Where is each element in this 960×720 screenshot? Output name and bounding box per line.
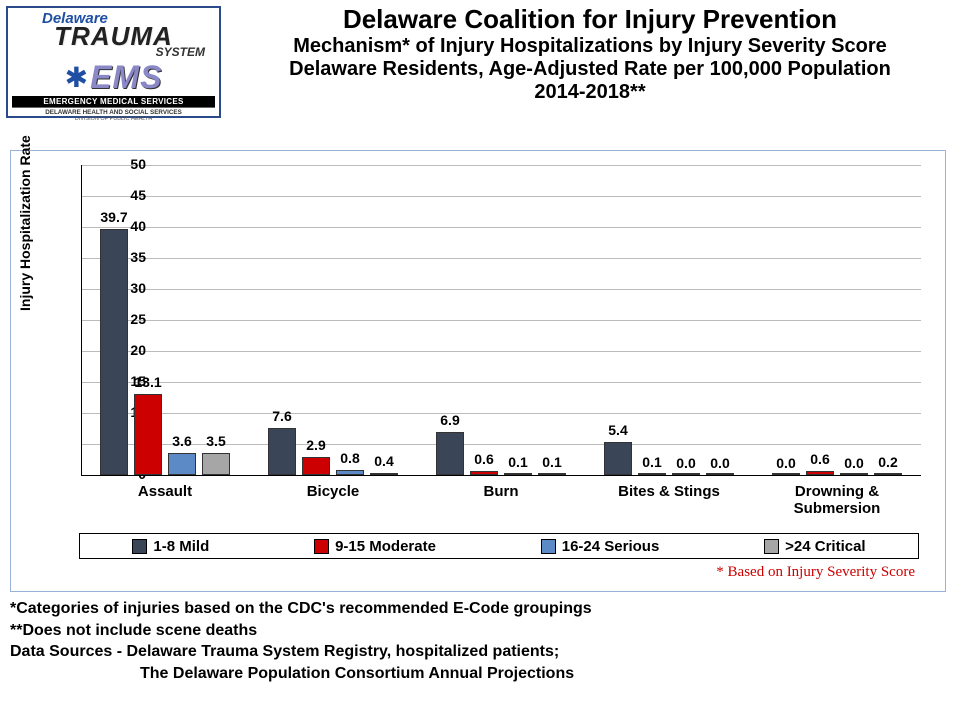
bar-value-label: 7.6 [262,408,302,424]
legend-label: >24 Critical [785,538,865,555]
legend-item: 1-8 Mild [132,538,209,555]
bar-value-label: 5.4 [598,422,638,438]
bar [638,473,666,475]
footer-line-4: The Delaware Population Consortium Annua… [10,663,945,685]
title-line3: Delaware Residents, Age-Adjusted Rate pe… [230,58,950,81]
bar [100,229,128,475]
bar [370,473,398,475]
logo-ems: EMS [90,59,162,96]
bar-value-label: 6.9 [430,412,470,428]
chart: Injury Hospitalization Rate 051015202530… [10,150,946,592]
logo-bar: EMERGENCY MEDICAL SERVICES [12,96,215,107]
bar [604,442,632,475]
footer: *Categories of injuries based on the CDC… [10,598,945,684]
logo: Delaware TRAUMA SYSTEM ✱ EMS EMERGENCY M… [6,6,221,118]
category-label: Bicycle [253,483,413,500]
bar-value-label: 39.7 [94,209,134,225]
legend-item: >24 Critical [764,538,865,555]
footer-line-1: *Categories of injuries based on the CDC… [10,598,945,620]
legend: 1-8 Mild 9-15 Moderate 16-24 Serious >24 Cr… [79,533,919,559]
bar [806,471,834,475]
legend-swatch [132,539,147,554]
category-label: Assault [85,483,245,500]
legend-label: 1-8 Mild [153,538,209,555]
bar [706,473,734,475]
footnote-severity: * Based on Injury Severity Score [716,564,915,581]
legend-label: 16-24 Serious [562,538,660,555]
bar [470,471,498,475]
logo-sub2: DIVISION OF PUBLIC HEALTH [12,116,215,122]
bar [538,473,566,475]
bar [436,432,464,475]
title-line2: Mechanism* of Injury Hospitalizations by… [230,35,950,58]
legend-item: 9-15 Moderate [314,538,436,555]
star-of-life-icon: ✱ [65,64,88,92]
bar-value-label: 0.4 [364,453,404,469]
bar [840,473,868,475]
bar-value-label: 0.0 [700,455,740,471]
bar [134,394,162,475]
footer-line-2: **Does not include scene deaths [10,620,945,642]
category-label: Bites & Stings [589,483,749,500]
bar-value-label: 3.5 [196,433,236,449]
bar [168,453,196,475]
title-main: Delaware Coalition for Injury Prevention [230,4,950,35]
bar [504,473,532,475]
title-line4: 2014-2018** [230,81,950,104]
logo-sub: DELAWARE HEALTH AND SOCIAL SERVICES [12,107,215,116]
bar [302,457,330,475]
bar [672,473,700,475]
legend-item: 16-24 Serious [541,538,660,555]
legend-swatch [314,539,329,554]
legend-swatch [764,539,779,554]
bar [874,473,902,475]
category-label: Drowning &Submersion [757,483,917,517]
legend-swatch [541,539,556,554]
bar [268,428,296,475]
y-axis-label: Injury Hospitalization Rate [17,135,33,311]
bar [202,453,230,475]
bar-value-label: 0.1 [532,454,572,470]
bar-value-label: 0.2 [868,454,908,470]
logo-trauma: TRAUMA [12,25,215,47]
plot-area: 0510152025303540455039.713.13.63.57.62.9… [81,165,921,475]
bar [336,470,364,475]
legend-label: 9-15 Moderate [335,538,436,555]
bar-value-label: 13.1 [128,374,168,390]
bar [772,473,800,475]
title-block: Delaware Coalition for Injury Prevention… [230,4,950,104]
footer-line-3: Data Sources - Delaware Trauma System Re… [10,641,945,663]
category-label: Burn [421,483,581,500]
